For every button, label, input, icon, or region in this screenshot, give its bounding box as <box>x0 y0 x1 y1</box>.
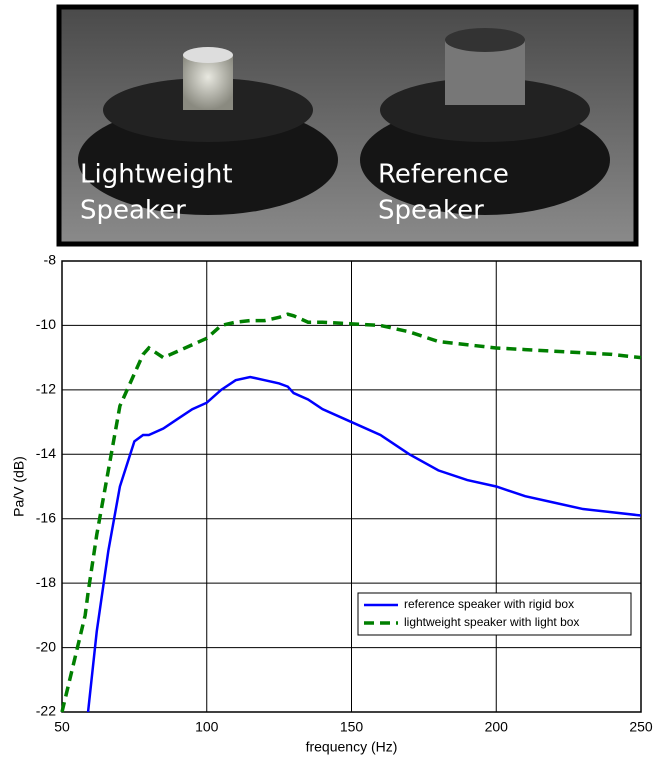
x-tick-label: 200 <box>485 719 509 735</box>
legend-label: lightweight speaker with light box <box>404 615 579 629</box>
x-tick-label: 150 <box>340 719 364 735</box>
photo <box>56 4 639 247</box>
y-tick-label: -8 <box>44 252 57 268</box>
y-tick-label: -18 <box>36 574 56 590</box>
y-axis-label: Pa/V (dB) <box>11 456 27 517</box>
y-tick-label: -16 <box>36 509 56 525</box>
y-tick-label: -20 <box>36 638 56 654</box>
photo-label: Speaker <box>80 196 186 226</box>
series-line <box>86 375 642 713</box>
photo-label: Speaker <box>378 196 484 226</box>
y-tick-label: -22 <box>36 703 56 719</box>
speaker-magnet-top <box>183 47 233 63</box>
plot: -22 -20 -18 -16 -14 -12 -10 -8 50 100 150 200 250 fre… <box>11 252 653 755</box>
legend-box <box>357 592 632 636</box>
x-tick-label: 50 <box>54 719 70 735</box>
legend-label: reference speaker with rigid box <box>404 597 574 611</box>
x-axis-label: frequency (Hz) <box>306 739 398 755</box>
photo-label: Reference <box>378 160 509 190</box>
speaker-rim <box>380 78 590 142</box>
y-tick-label: -12 <box>36 381 56 397</box>
x-tick-label: 250 <box>629 719 653 735</box>
series-line <box>60 312 642 713</box>
x-tick-label: 100 <box>195 719 219 735</box>
photo-labels: Lightweight Speaker Reference Speaker <box>80 160 509 226</box>
speaker-magnet-top <box>445 28 525 52</box>
y-tick-label: -10 <box>36 316 56 332</box>
speaker-magnet <box>183 55 233 110</box>
y-tick-label: -14 <box>36 445 56 461</box>
photo-label: Lightweight <box>80 160 233 190</box>
plot-border <box>61 260 642 713</box>
